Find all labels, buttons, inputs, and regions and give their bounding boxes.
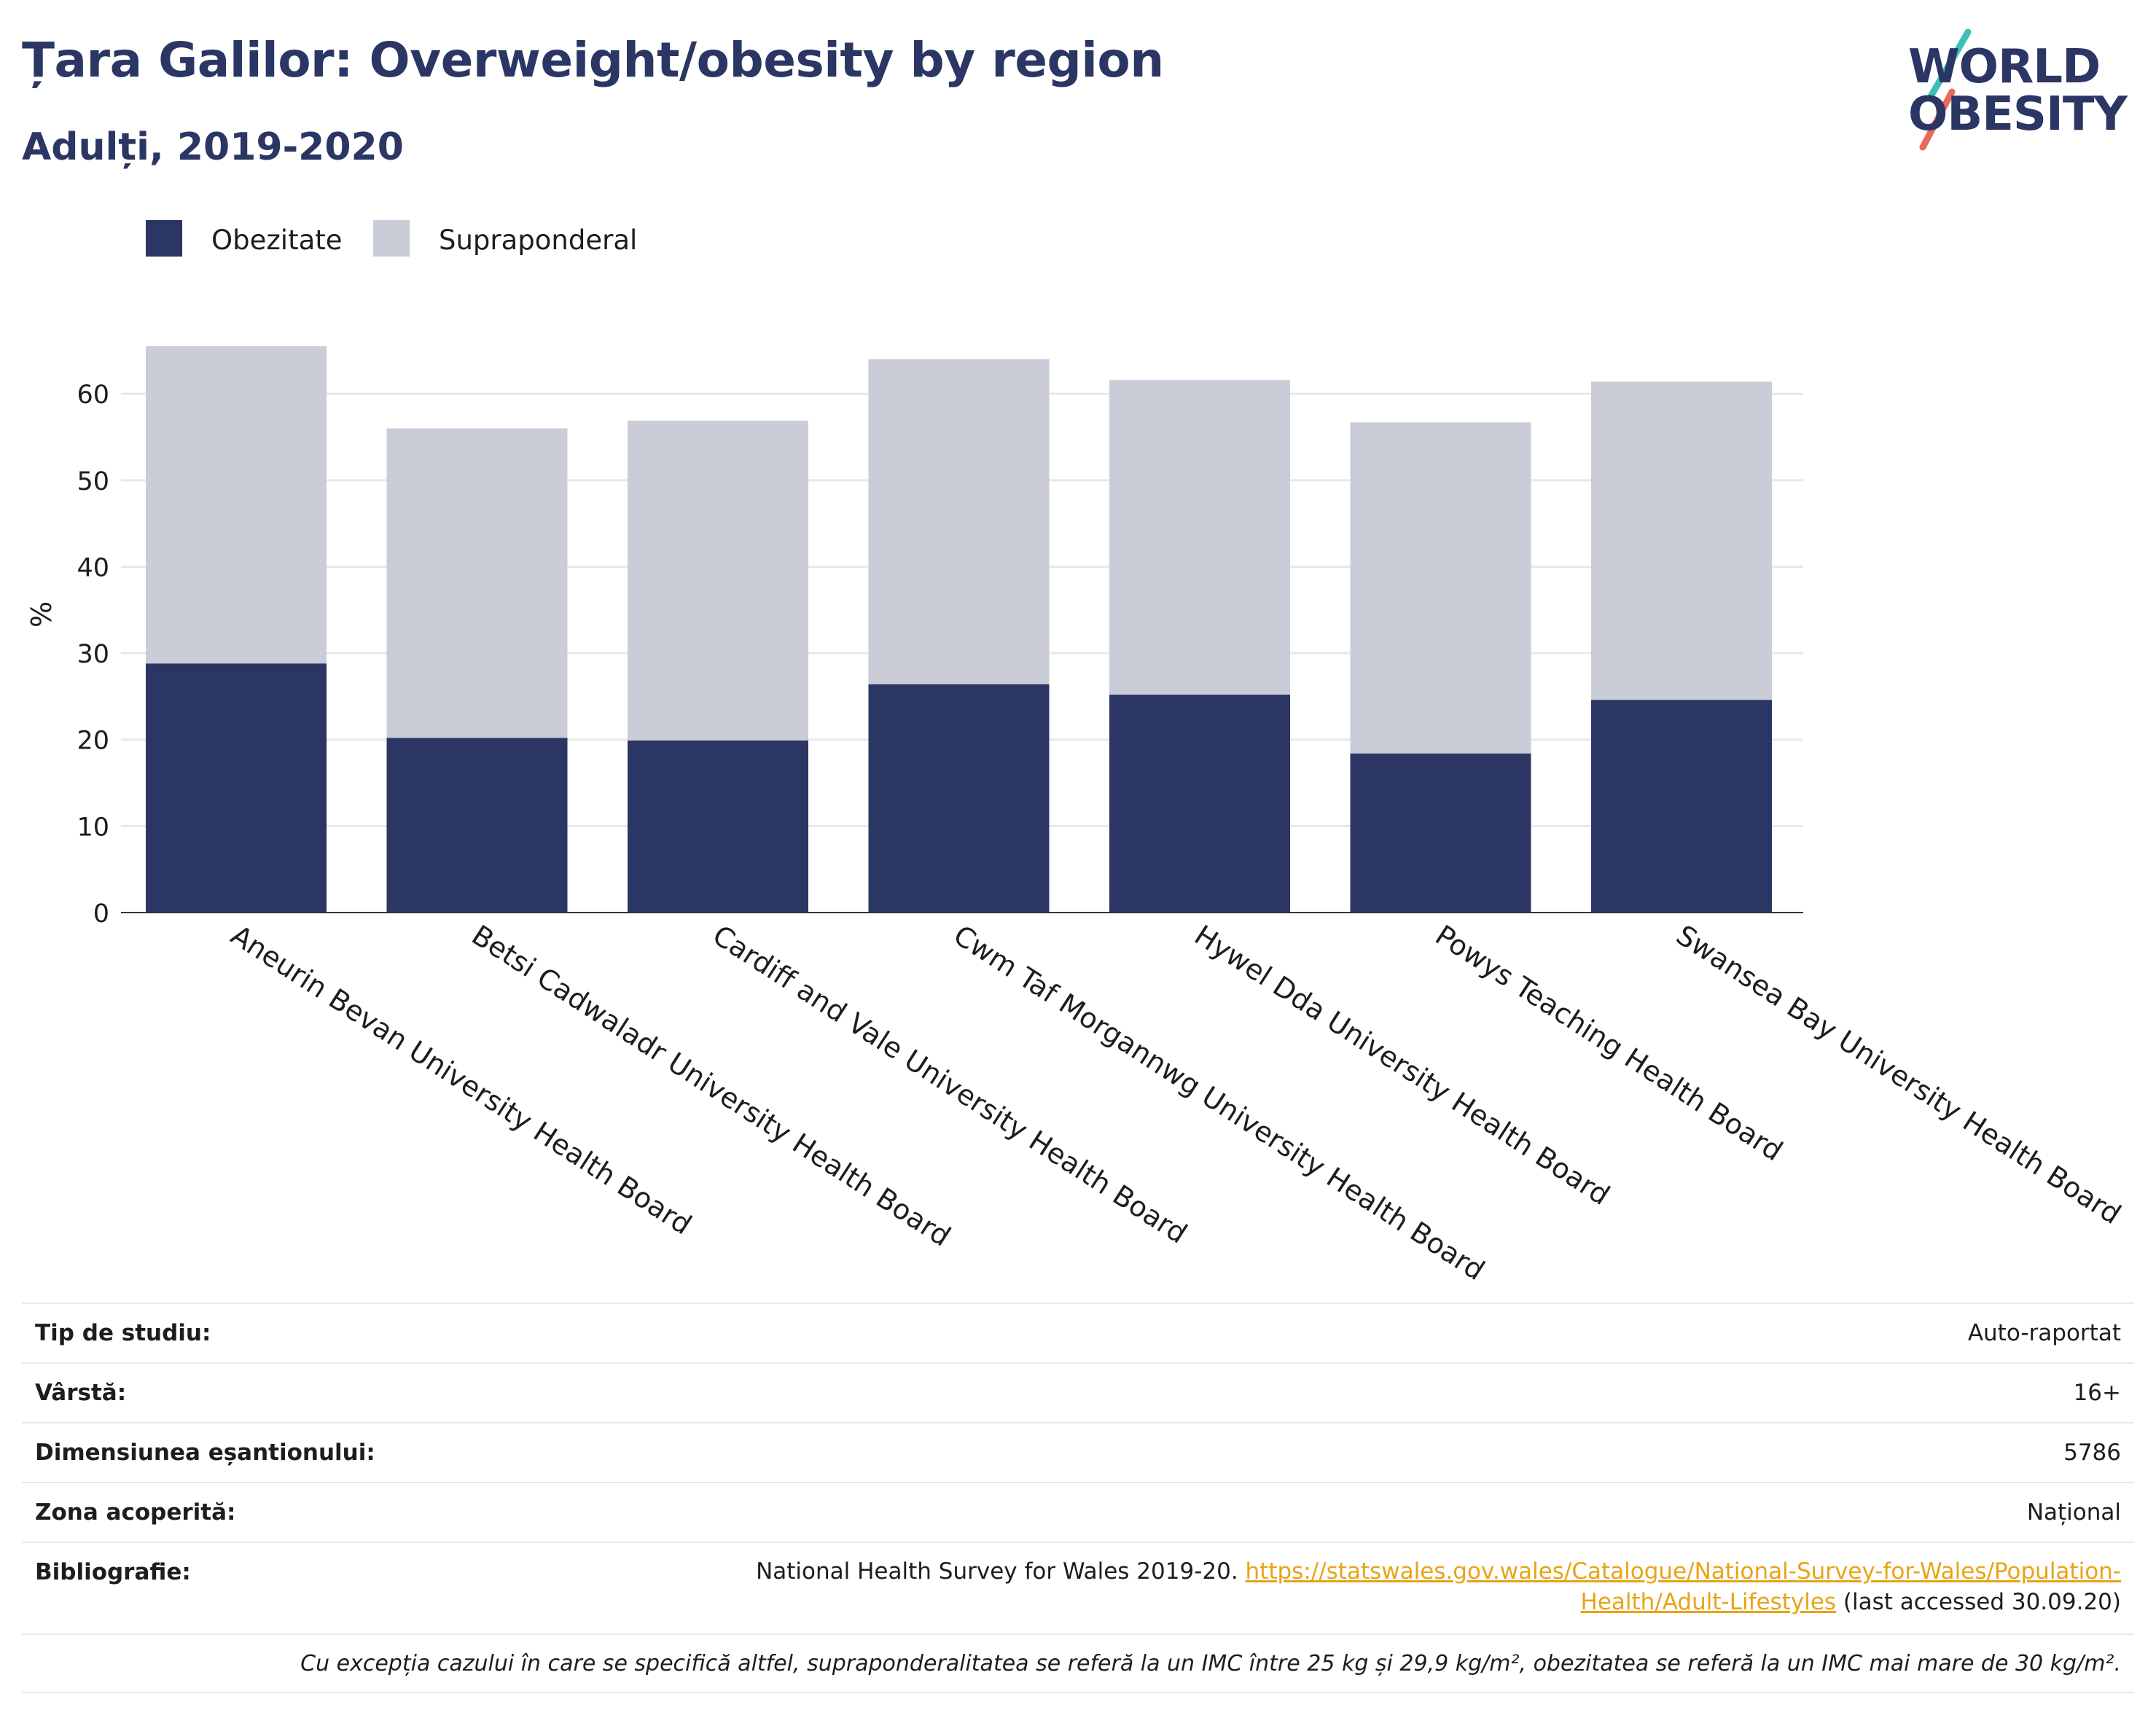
bar-obesity[interactable] [1591,700,1772,913]
info-row-study-type: Tip de studiu: Auto-raportat [22,1303,2134,1362]
y-tick-label: 30 [77,640,109,669]
x-tick-label: Hywel Dda University Health Board [1189,919,1615,1211]
x-tick-label: Cwm Taf Morgannwg University Health Boar… [948,919,1491,1286]
y-tick-label: 60 [77,380,109,410]
y-tick-label: 0 [93,899,109,929]
info-label: Tip de studiu: [35,1320,211,1346]
y-axis-title: % [26,601,58,628]
bibliography-link-part-1[interactable]: https://statswales.gov.wales/Catalogue/N… [1245,1558,2121,1585]
bar-overweight[interactable] [146,346,327,664]
bar-overweight[interactable] [868,359,1050,684]
bar-overweight[interactable] [1591,381,1772,700]
bar-overweight[interactable] [628,421,808,741]
info-label: Vârstă: [35,1380,127,1406]
info-value: 16+ [2073,1380,2121,1406]
info-value: Național [2026,1499,2121,1526]
info-value: Auto-raportat [1967,1320,2121,1346]
logo-line-1: WORLD [1908,40,2101,94]
y-tick-label: 10 [77,813,109,842]
bibliography-suffix: (last accessed 30.09.20) [1836,1589,2121,1615]
info-row-coverage: Zona acoperită: Național [22,1482,2134,1542]
info-row-age: Vârstă: 16+ [22,1362,2134,1422]
legend-swatch-obesity [146,220,182,257]
bibliography-value: National Health Survey for Wales 2019-20… [756,1556,2121,1617]
logo-slash-teal [1926,28,1972,101]
bar-overweight[interactable] [1109,380,1290,695]
bar-overweight[interactable] [386,428,568,738]
legend-swatch-overweight [373,220,410,257]
info-row-sample-size: Dimensiunea eșantionului: 5786 [22,1422,2134,1482]
x-tick-label: Cardiff and Vale University Health Board [707,919,1192,1250]
info-label: Zona acoperită: [35,1499,236,1526]
bar-obesity[interactable] [628,740,808,913]
world-obesity-logo: WORLD OBESITY [1901,22,2141,160]
info-label: Dimensiunea eșantionului: [35,1440,375,1466]
logo-slash-icon [1919,28,1972,151]
chart-title: Țara Galilor: Overweight/obesity by regi… [22,32,1164,88]
y-tick-label: 20 [77,727,109,756]
bibliography-text: National Health Survey for Wales 2019-20… [756,1558,1246,1585]
bar-obesity[interactable] [1109,695,1290,913]
bar-chart: 0 10 20 30 40 50 60% Aneurin Bevan University H… [26,346,2127,1286]
x-tick-label: Betsi Cadwaladr University Health Board [466,919,956,1253]
info-row-bibliography: Bibliografie: National Health Survey for… [22,1542,2134,1633]
bibliography-link-part-2[interactable]: Health/Adult-Lifestyles [1580,1589,1837,1615]
bar-obesity[interactable] [1350,753,1531,913]
x-tick-label: Swansea Bay University Health Board [1671,919,2127,1231]
legend-label-overweight: Supraponderal [439,224,638,256]
legend-label-obesity: Obezitate [211,224,343,256]
x-tick-label: Aneurin Bevan University Health Board [225,919,698,1241]
bar-obesity[interactable] [868,684,1050,913]
bar-obesity[interactable] [386,738,568,913]
definition-note: Cu excepția cazului în care se specifică… [300,1651,2121,1676]
y-tick-label: 50 [77,467,109,496]
definition-note-row: Cu excepția cazului în care se specifică… [22,1633,2134,1693]
chart-subtitle: Adulți, 2019-2020 [22,125,404,169]
logo-slash-coral [1919,88,1956,151]
bar-obesity[interactable] [146,663,327,913]
study-info-table: Tip de studiu: Auto-raportat Vârstă: 16+… [22,1303,2134,1693]
logo-line-2: OBESITY [1908,87,2128,141]
bar-overweight[interactable] [1350,422,1531,754]
info-value: 5786 [2063,1440,2121,1466]
y-tick-label: 40 [77,553,109,582]
info-label: Bibliografie: [35,1559,191,1585]
